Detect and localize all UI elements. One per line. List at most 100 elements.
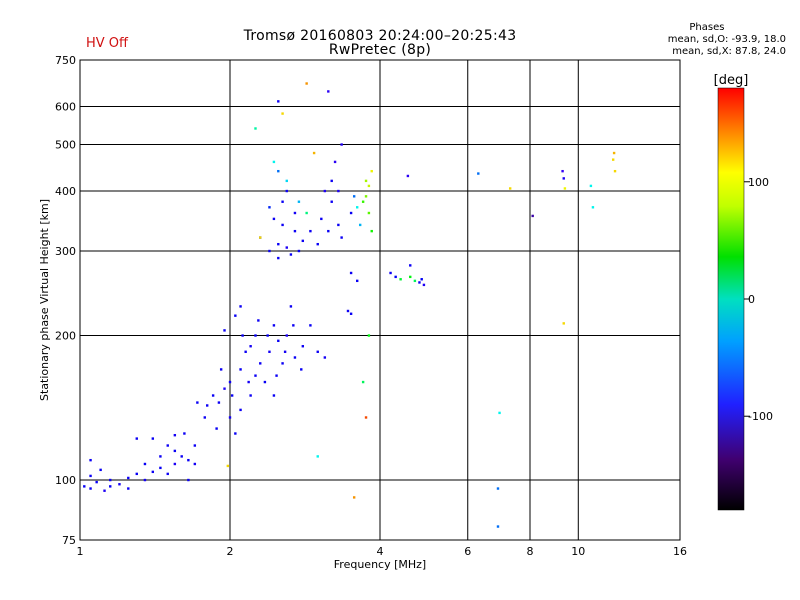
data-point xyxy=(330,200,333,203)
data-point xyxy=(327,229,330,233)
data-point xyxy=(166,472,169,476)
data-point xyxy=(612,151,616,155)
data-point xyxy=(561,169,564,173)
data-point xyxy=(349,312,353,315)
data-point xyxy=(143,478,147,482)
data-point xyxy=(263,380,267,384)
data-point xyxy=(349,271,353,275)
data-point xyxy=(394,275,397,279)
data-point xyxy=(563,187,567,190)
data-point xyxy=(268,206,271,209)
data-point xyxy=(498,411,501,415)
data-point xyxy=(247,380,250,384)
colorbar-tick-label: 0 xyxy=(748,293,755,306)
y-tick-label: 500 xyxy=(55,139,76,152)
data-point xyxy=(367,334,371,337)
data-point xyxy=(277,242,280,246)
data-point xyxy=(352,496,356,499)
data-point xyxy=(355,206,359,209)
data-point xyxy=(143,462,147,466)
data-point xyxy=(361,380,365,384)
data-point xyxy=(173,462,177,466)
data-point xyxy=(285,246,288,249)
data-point xyxy=(268,350,271,353)
data-point xyxy=(249,345,252,348)
data-point xyxy=(159,466,162,470)
data-point xyxy=(346,309,350,313)
data-point xyxy=(613,169,617,173)
data-point xyxy=(109,478,112,482)
data-point xyxy=(364,416,368,419)
data-point xyxy=(215,427,218,430)
x-tick-label: 4 xyxy=(377,545,384,558)
y-tick-label: 100 xyxy=(55,474,76,487)
data-point xyxy=(422,283,426,287)
colorbar-label: [deg] xyxy=(714,73,749,88)
chart-title: Tromsø 20160803 20:24:00–20:25:43 xyxy=(243,28,517,44)
phases-title: Phases xyxy=(689,22,725,33)
data-point xyxy=(285,189,288,193)
y-tick-label: 75 xyxy=(62,534,76,547)
data-point xyxy=(203,416,206,419)
data-point xyxy=(89,474,92,478)
x-axis-label: Frequency [MHz] xyxy=(334,558,426,571)
data-point xyxy=(292,324,295,327)
x-tick-label: 8 xyxy=(527,545,534,558)
colorbar-tick-label: 100 xyxy=(748,176,769,189)
data-point xyxy=(349,211,353,215)
data-point xyxy=(496,525,500,528)
data-point xyxy=(327,90,330,93)
x-tick-label: 10 xyxy=(571,545,585,558)
data-point xyxy=(323,356,327,359)
data-point xyxy=(193,444,197,447)
data-point xyxy=(205,404,209,407)
data-point xyxy=(89,458,92,462)
data-point xyxy=(283,350,287,353)
y-tick-label: 400 xyxy=(55,185,76,198)
data-point xyxy=(301,345,305,348)
data-point xyxy=(254,334,257,337)
chart-subtitle: RwPretec (8p) xyxy=(328,42,432,58)
data-point xyxy=(228,380,232,384)
data-point xyxy=(355,279,359,283)
data-point xyxy=(151,470,155,474)
axis-ticks: 1 2 4 6 8 10 16 75 100 200 300 400 500 600 750 xyxy=(55,54,687,558)
data-point xyxy=(89,487,92,490)
data-point xyxy=(244,350,247,353)
data-point xyxy=(361,200,365,203)
data-point xyxy=(272,324,276,327)
data-point xyxy=(364,179,368,183)
data-point xyxy=(281,200,284,203)
phases-o-stats: mean, sd,O: -93.9, 18.0 xyxy=(667,34,786,45)
data-point xyxy=(352,195,356,198)
data-point xyxy=(409,275,412,279)
data-point xyxy=(239,368,242,371)
data-point xyxy=(389,271,392,275)
y-tick-label: 200 xyxy=(55,330,76,343)
data-point xyxy=(127,487,130,490)
data-point xyxy=(337,189,340,193)
data-point xyxy=(358,223,362,227)
data-point xyxy=(223,387,226,390)
data-point xyxy=(239,305,242,308)
y-tick-label: 600 xyxy=(55,101,76,114)
data-point xyxy=(230,394,234,397)
data-point xyxy=(281,362,284,365)
data-point xyxy=(151,437,155,440)
data-point xyxy=(340,236,343,239)
data-point xyxy=(367,211,371,215)
data-point xyxy=(127,476,130,480)
data-point xyxy=(370,169,373,173)
data-point xyxy=(268,249,271,253)
data-point xyxy=(135,472,138,476)
colorbar-tick-label: -100 xyxy=(748,410,773,423)
data-point xyxy=(477,172,480,175)
hv-status: HV Off xyxy=(86,36,128,51)
data-point xyxy=(187,458,190,462)
data-point xyxy=(367,184,371,188)
data-point xyxy=(531,214,534,218)
data-point xyxy=(277,100,280,103)
data-point xyxy=(83,485,86,488)
data-point xyxy=(234,314,237,317)
